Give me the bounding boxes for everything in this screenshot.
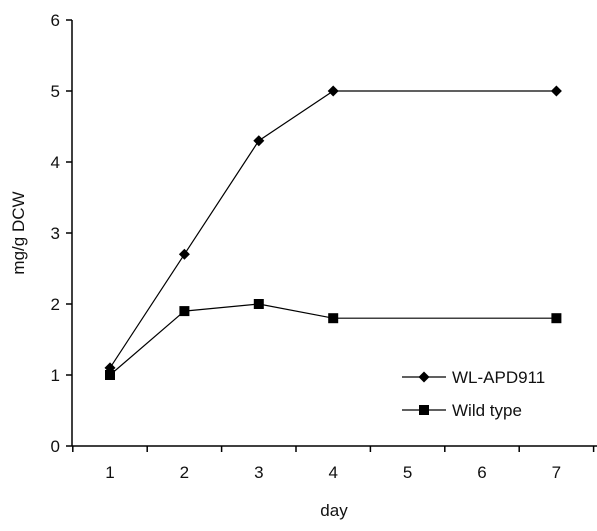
x-axis-title: day — [320, 501, 348, 520]
x-tick-label: 1 — [105, 463, 114, 482]
data-point — [253, 135, 265, 147]
legend-label: WL-APD911 — [452, 368, 545, 387]
y-tick-label: 5 — [51, 82, 60, 101]
legend-marker — [419, 405, 429, 415]
data-point — [178, 248, 190, 260]
legend-item: Wild type — [402, 401, 522, 420]
series-0 — [104, 85, 562, 374]
y-tick-label: 6 — [51, 11, 60, 30]
data-point — [328, 313, 339, 324]
y-tick-label: 1 — [51, 366, 60, 385]
y-tick-label: 2 — [51, 295, 60, 314]
y-tick-label: 3 — [51, 224, 60, 243]
y-ticks: 0 1 2 3 4 5 6 — [51, 11, 72, 456]
legend-item: WL-APD911 — [402, 368, 545, 387]
data-point — [551, 313, 562, 324]
y-axis-title: mg/g DCW — [9, 191, 28, 274]
x-tick-label: 2 — [180, 463, 189, 482]
y-tick-label: 4 — [51, 153, 60, 172]
data-point — [105, 370, 115, 380]
data-point — [179, 306, 190, 317]
x-tick-label: 5 — [403, 463, 412, 482]
series-group — [104, 85, 562, 380]
x-tick-label: 6 — [477, 463, 486, 482]
x-tick-label: 3 — [254, 463, 263, 482]
legend-label: Wild type — [452, 401, 522, 420]
y-tick-label: 0 — [51, 437, 60, 456]
data-point — [550, 85, 562, 97]
series-1 — [105, 299, 562, 380]
data-point — [253, 299, 264, 309]
data-point — [327, 85, 339, 97]
series-line — [109, 90, 557, 369]
x-ticks: 1 2 3 4 5 6 7 — [72, 446, 595, 482]
legend-marker — [418, 371, 430, 383]
legend: WL-APD911 Wild type — [402, 368, 545, 420]
x-tick-label: 7 — [552, 463, 561, 482]
x-tick-label: 4 — [328, 463, 337, 482]
